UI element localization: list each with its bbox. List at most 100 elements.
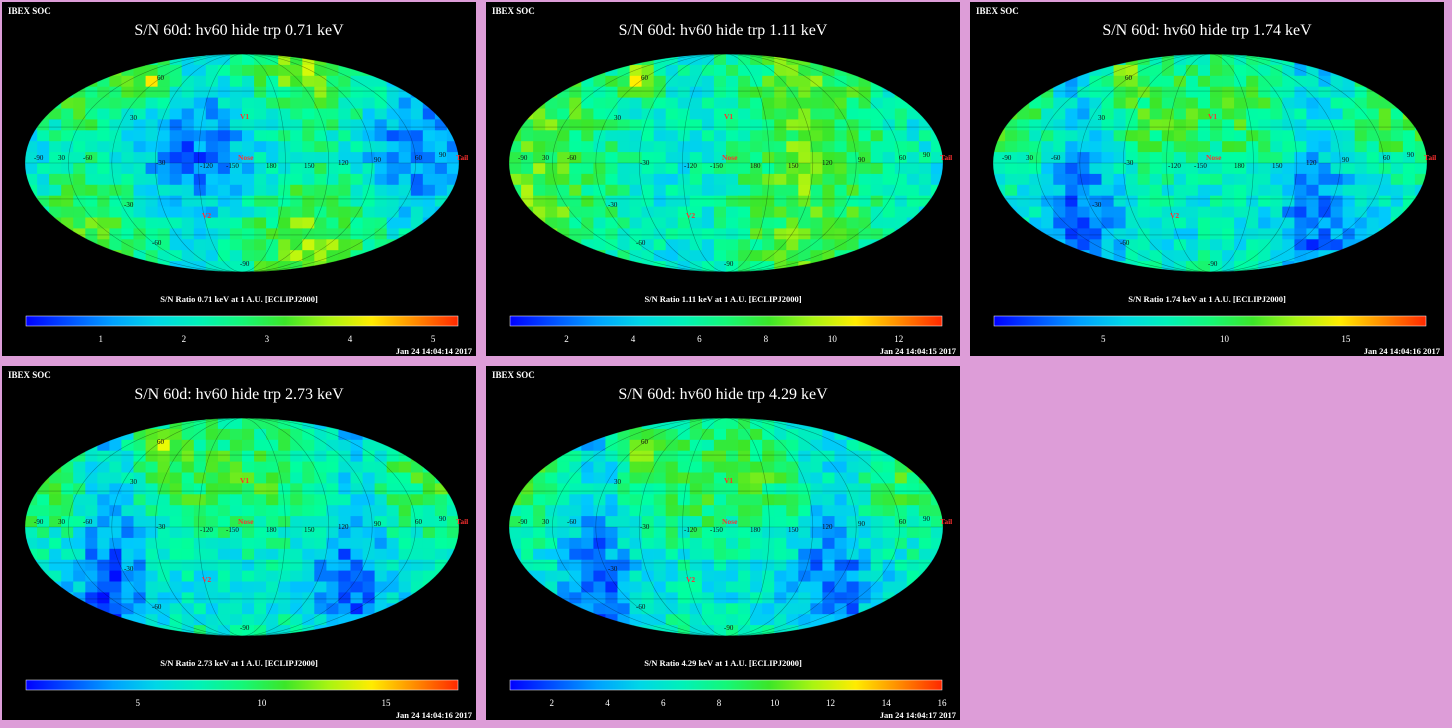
grid-label: 90 [439,151,447,159]
panel-title: S/N 60d: hv60 hide trp 4.29 keV [618,386,828,403]
graticule [24,417,460,637]
marker-nose: Nose [722,153,738,162]
colorbar-tick: 12 [894,334,904,344]
grid-label: 60 [415,518,423,526]
grid-label: -60 [567,154,577,162]
grid-label: 30 [58,518,66,526]
grid-label: -60 [567,518,577,526]
grid-label: 120 [822,159,833,167]
colorbar-tick: 6 [661,698,666,708]
grid-label: -150 [226,526,239,534]
grid-label: -120 [684,162,697,170]
grid-label: 120 [338,159,349,167]
colorbar-tick: 10 [1220,334,1230,344]
timestamp: Jan 24 14:04:16 2017 [1363,346,1440,356]
grid-label: 90 [374,156,382,164]
colorbar-tick: 15 [1341,334,1351,344]
grid-label: 60 [157,438,165,446]
grid-label: -30 [640,159,650,167]
grid-label: 150 [1272,162,1283,170]
colorbar-label: S/N Ratio 1.74 keV at 1 A.U. [ECLIPJ2000… [1128,294,1286,304]
colorbar-tick: 2 [549,698,555,708]
grid-label: -30 [124,201,134,209]
panel-title: S/N 60d: hv60 hide trp 0.71 keV [134,22,344,39]
colorbar [509,315,943,327]
marker-v2: V2 [202,575,211,584]
panel-title: S/N 60d: hv60 hide trp 1.11 keV [618,22,828,39]
grid-label: -30 [156,159,166,167]
grid-label: -30 [156,523,166,531]
grid-label: 60 [415,154,423,162]
grid-label: -30 [1124,159,1134,167]
grid-label: 30 [1098,114,1106,122]
grid-label: 60 [641,74,649,82]
skymap-plot: 60 30 -30 -60 30 -90 -60 -30 -120 -150 180 150 120 90… [508,417,952,691]
colorbar-tick: 2 [564,334,569,344]
marker-v2: V2 [686,575,695,584]
skymap-panel: 60 30 -30 -60 30 -90 -60 -30 -120 -150 180 150 120 90… [484,0,962,358]
marker-v1: V1 [240,476,249,485]
colorbar-tick: 5 [1100,334,1106,344]
colorbar-tick: 4 [347,334,353,344]
colorbar-tick: 16 [937,698,947,708]
marker-v1: V1 [724,112,733,121]
skymap-plot: 60 30 -30 -60 30 -90 -60 -30 -120 -150 180 150 120 90… [24,53,468,327]
colorbar-tick: 2 [181,334,187,344]
grid-label: -60 [1120,239,1130,247]
grid-label: -60 [1051,154,1061,162]
grid-label: -120 [1168,162,1181,170]
colorbar-label: S/N Ratio 4.29 keV at 1 A.U. [ECLIPJ2000… [644,658,802,668]
colorbar [25,315,459,327]
grid-label: -90 [1002,154,1012,162]
grid-label: 60 [899,518,907,526]
grid-label: -90 [518,154,528,162]
grid-label: -30 [608,201,618,209]
grid-label: -30 [608,565,618,573]
grid-label: -120 [684,526,697,534]
panel-header: IBEX SOC [492,6,535,16]
panel-header: IBEX SOC [976,6,1019,16]
grid-label: 60 [641,438,649,446]
grid-label: 120 [1306,159,1317,167]
marker-tail: Tail [456,517,468,526]
colorbar [993,315,1427,327]
grid-label: 180 [1234,162,1245,170]
colorbar-tick: 14 [881,698,891,708]
grid-label: 150 [788,526,799,534]
skymap-plot: 60 30 -30 -60 30 -90 -60 -30 -120 -150 180 150 120 90… [508,53,952,327]
colorbar-tick: 15 [381,698,391,708]
marker-v2: V2 [686,211,695,220]
marker-v2: V2 [202,211,211,220]
grid-label: 90 [923,151,931,159]
grid-label: -90 [34,518,44,526]
grid-label: -90 [724,624,734,632]
marker-v1: V1 [1208,112,1217,121]
grid-label: 150 [788,162,799,170]
marker-tail: Tail [940,153,952,162]
colorbar [25,679,459,691]
skymap-plot: 60 30 -30 -60 30 -90 -60 -30 -120 -150 180 150 120 90… [24,417,468,691]
grid-label: 30 [58,154,66,162]
grid-label: 30 [130,478,138,486]
skymap-panel: 60 30 -30 -60 30 -90 -60 -30 -120 -150 180 150 120 90… [968,0,1446,358]
grid-label: -30 [1092,201,1102,209]
grid-label: 90 [923,515,931,523]
colorbar-tick: 3 [264,334,270,344]
grid-label: 30 [1026,154,1034,162]
timestamp: Jan 24 14:04:17 2017 [879,710,956,720]
grid-label: 180 [750,526,761,534]
colorbar-label: S/N Ratio 0.71 keV at 1 A.U. [ECLIPJ2000… [160,294,318,304]
grid-label: -90 [1208,260,1218,268]
grid-label: 30 [542,154,550,162]
grid-label: 30 [130,114,138,122]
colorbar-label: S/N Ratio 1.11 keV at 1 A.U. [ECLIPJ2000… [644,294,802,304]
grid-label: -90 [724,260,734,268]
marker-tail: Tail [1424,153,1436,162]
colorbar-label: S/N Ratio 2.73 keV at 1 A.U. [ECLIPJ2000… [160,658,318,668]
grid-label: -60 [636,603,646,611]
grid-label: 30 [542,518,550,526]
graticule [508,417,944,637]
grid-label: 150 [304,162,315,170]
graticule [508,53,944,273]
colorbar-tick: 5 [430,334,436,344]
